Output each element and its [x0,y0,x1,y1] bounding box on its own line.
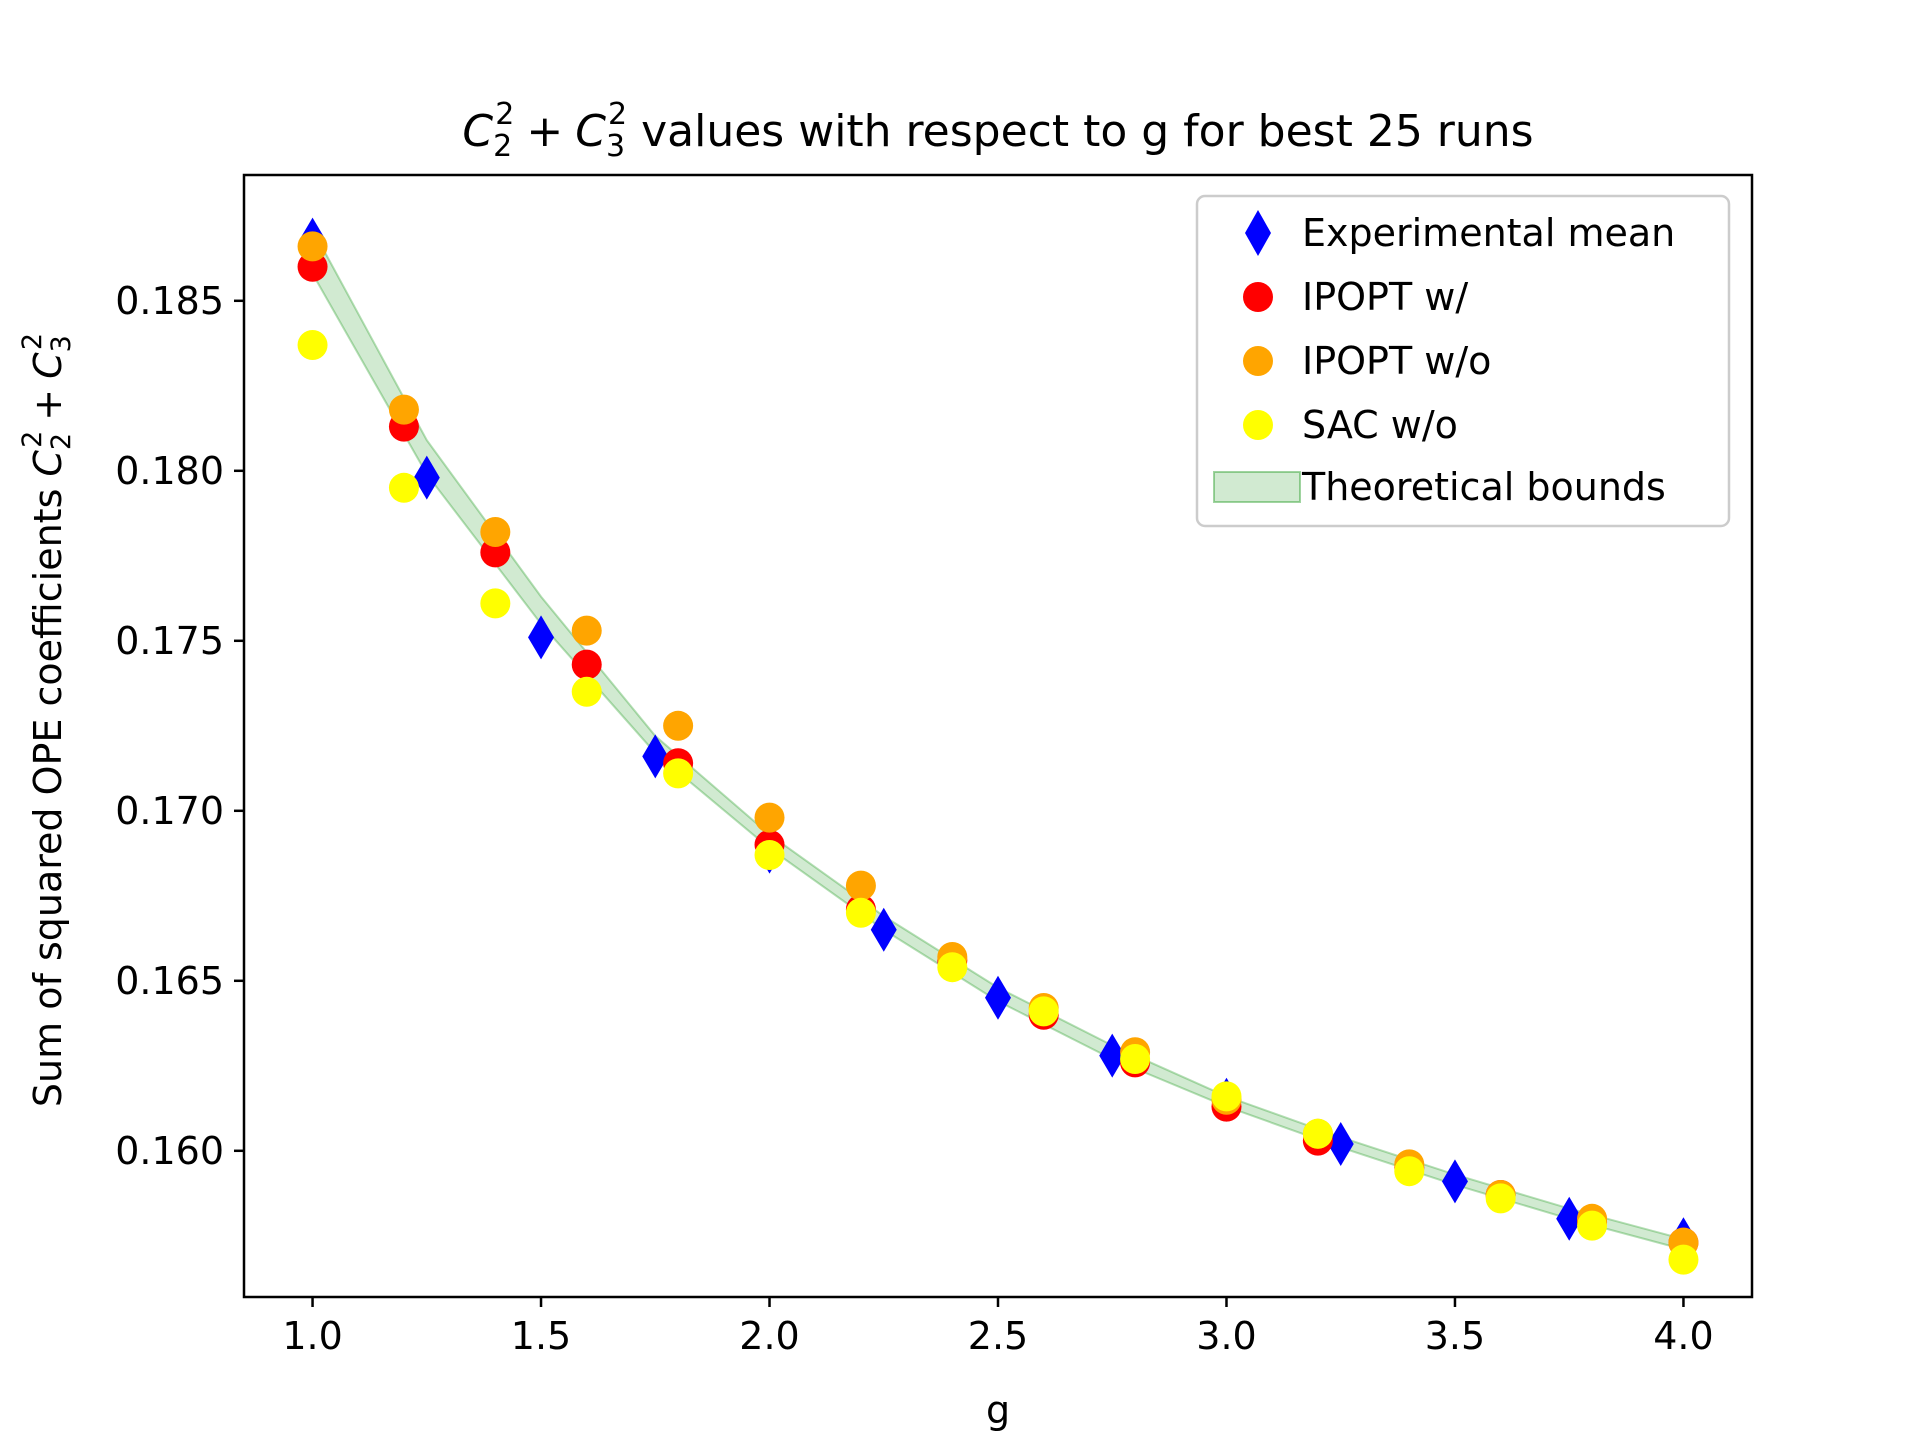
point-sac-without [754,840,785,870]
point-sac-without [388,472,419,503]
point-experimental-mean [1327,1122,1354,1166]
legend-label-sac-without: SAC w/o [1302,403,1458,447]
legend-marker-ipopt-with [1243,282,1273,312]
y-axis-math-base-2: C [26,352,70,379]
y-tick-label: 0.160 [115,1129,224,1173]
point-sac-without [1302,1118,1333,1149]
y-tick-label: 0.165 [115,959,224,1003]
point-experimental-mean [413,455,440,500]
legend-marker-sac-without [1243,410,1273,440]
legend-marker-ipopt-without [1243,346,1273,376]
title-math-base-2: C [575,106,606,157]
x-tick-label: 2.5 [968,1314,1028,1358]
point-sac-without [663,758,694,789]
title-math-sup-2: 2 [608,97,627,132]
y-tick-label: 0.185 [115,279,224,323]
x-axis-title: g [986,1388,1010,1432]
point-sac-without [845,897,876,928]
point-experimental-mean [985,975,1011,1020]
point-sac-without [480,588,511,619]
point-experimental-mean [528,615,555,660]
point-sac-without [1120,1044,1151,1074]
y-axis-math-sub-1: 2 [46,433,77,450]
point-sac-without [1394,1156,1425,1187]
y-axis-math-op: + [26,389,70,421]
point-ipopt-without [571,615,602,646]
title-math-op: + [526,106,563,157]
y-tick-label: 0.175 [115,619,224,663]
x-tick-label: 2.0 [739,1314,799,1358]
legend-label-experimental-mean: Experimental mean [1302,211,1675,255]
chart-title: C22 + C32 values with respect to g for best… [462,97,1533,164]
y-axis-math-sup-1: 2 [17,431,48,448]
point-experimental-mean [870,907,897,952]
title-text: values with respect to g for best 25 run… [641,106,1533,157]
point-sac-without [937,952,968,983]
point-experimental-mean [1441,1159,1468,1204]
point-ipopt-without [754,802,785,833]
y-axis-math-sub-2: 3 [46,335,77,352]
x-tick-label: 3.0 [1196,1314,1256,1358]
title-math-base-1: C [462,106,493,157]
point-sac-without [1211,1081,1242,1112]
legend-marker-theoretical-bounds [1213,471,1301,503]
legend-label-ipopt-without: IPOPT w/o [1302,339,1491,383]
x-tick-label: 3.5 [1425,1314,1485,1358]
point-sac-without [297,330,328,360]
point-experimental-mean [1099,1033,1126,1078]
legend-marker-experimental-mean [1245,210,1271,256]
legend-box [1195,194,1731,528]
y-axis-title: Sum of squared OPE coefficientsC22+C32 [17,333,77,1107]
title-math-sup-1: 2 [495,97,514,132]
x-tick-label: 4.0 [1653,1314,1713,1358]
y-axis-title-text: Sum of squared OPE coefficients [26,489,70,1107]
x-axis-ticks: 1.0 1.5 2.0 2.5 3.0 3.5 4.0 [282,1297,1714,1358]
point-ipopt-without [845,870,876,901]
point-ipopt-without [388,394,419,425]
point-ipopt-without [297,231,328,262]
title-math-sub-2: 3 [606,129,625,164]
y-axis-ticks: 0.160 0.165 0.170 0.175 0.180 0.185 [115,279,244,1173]
legend: Experimental mean IPOPT w/ IPOPT w/o SAC… [1195,194,1731,528]
y-axis-math-base-1: C [26,450,70,477]
legend-label-ipopt-with: IPOPT w/ [1302,275,1468,319]
legend-label-theoretical-bounds: Theoretical bounds [1301,465,1666,509]
point-experimental-mean [642,734,669,779]
y-tick-label: 0.180 [115,449,224,493]
point-ipopt-without [663,710,694,741]
scatter-points [297,217,1699,1275]
point-experimental-mean [1556,1196,1583,1241]
x-tick-label: 1.5 [511,1314,571,1358]
title-math-sub-1: 2 [493,129,512,164]
y-tick-label: 0.170 [115,789,224,833]
point-sac-without [1028,996,1059,1027]
point-sac-without [1485,1183,1516,1214]
y-axis-math-sup-2: 2 [17,333,48,350]
point-sac-without [571,676,602,707]
point-ipopt-with [571,649,602,680]
x-tick-label: 1.0 [282,1314,342,1358]
point-sac-without [1668,1244,1699,1275]
point-ipopt-without [480,517,511,547]
point-sac-without [1577,1210,1608,1241]
